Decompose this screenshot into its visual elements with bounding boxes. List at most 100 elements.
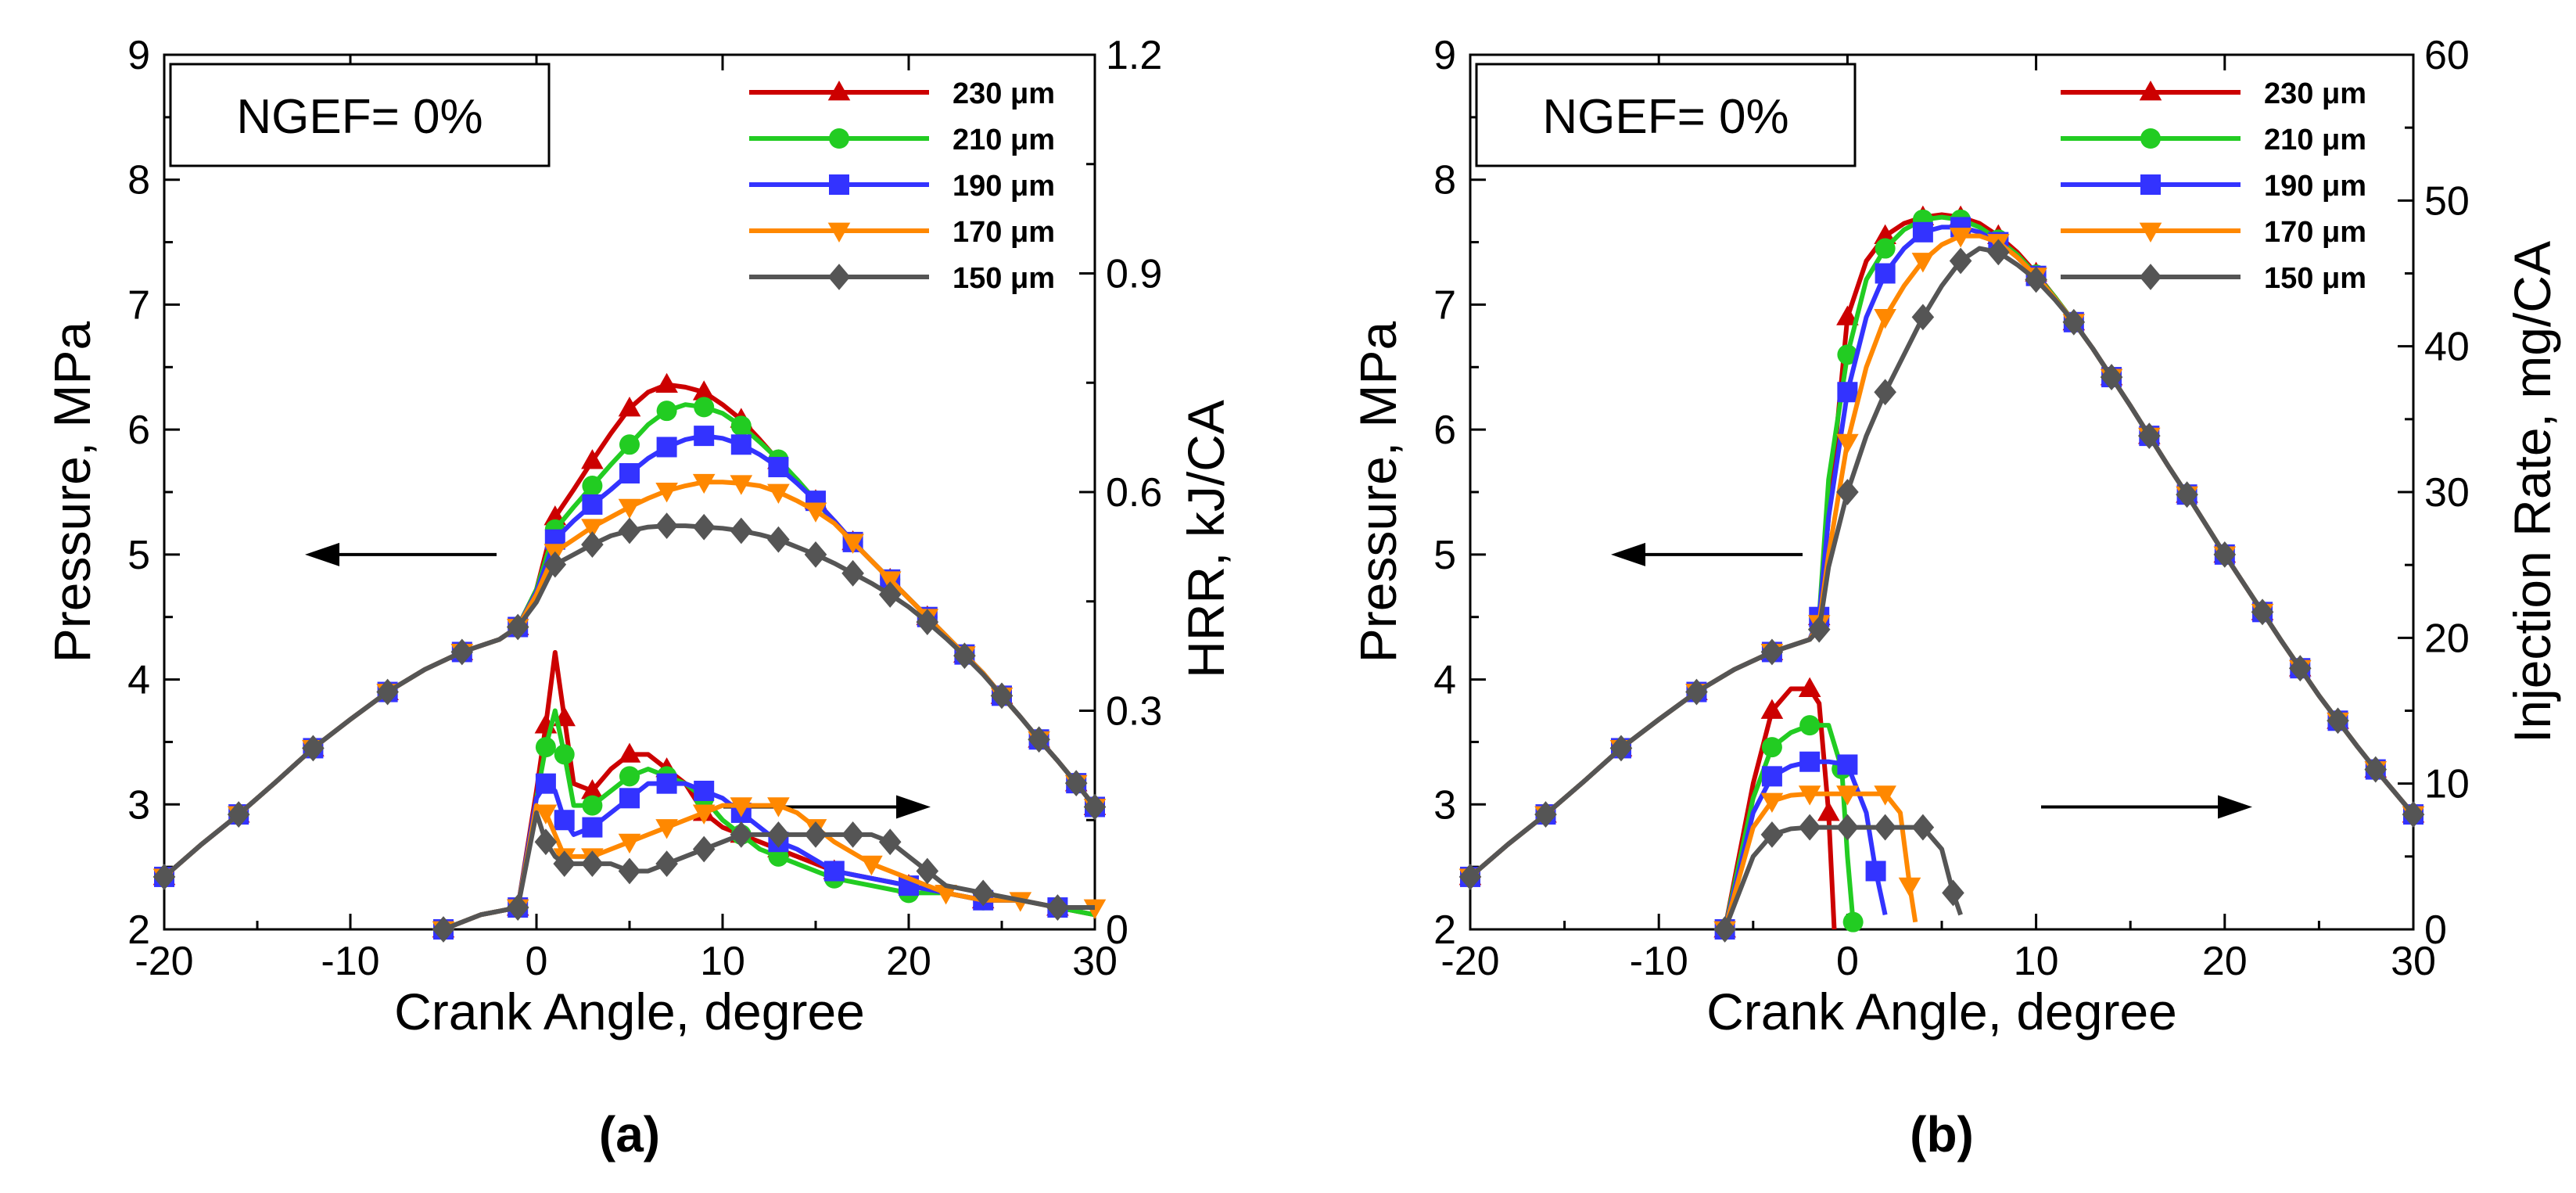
y-tick-label: 2 [1433,907,1456,953]
pressure-point [1685,678,1708,706]
hrr-point [767,821,790,848]
x-tick-label: 20 [2202,939,2248,984]
arrow-left-to-pressure-axis [305,542,497,566]
pressure-point [2025,266,2047,293]
y2-axis-title: HRR, kJ/CA [1177,400,1235,678]
hrr-point [535,737,556,758]
pressure-line [1469,246,2416,879]
y-tick-label: 8 [1433,158,1456,203]
y-tick-label: 6 [1433,408,1456,453]
hrr-point [655,819,678,839]
pressure-point [1836,433,1859,455]
injection-point [1761,766,1782,787]
hrr-point [619,788,640,809]
pressure-point [804,541,827,568]
injection-point [1760,699,1784,719]
hrr-point [823,861,845,882]
pressure-point [619,463,640,484]
series-4 [1458,239,2425,943]
pressure-point [656,437,677,458]
pressure-point [582,476,603,497]
y2-tick-label: 10 [2424,762,2470,807]
hrr-point [916,857,939,885]
x-tick-label: -20 [1440,939,1499,984]
pressure-point [619,434,640,455]
y2-tick-label: 0 [1106,907,1128,953]
pressure-point [1836,479,1859,505]
pressure-point [1949,228,1972,248]
series-3 [1458,228,2425,941]
injection-point [1817,800,1840,821]
injection-point [1836,785,1859,806]
pressure-point [655,512,678,540]
panel-caption: (a) [599,1106,660,1162]
y-tick-label: 3 [1433,782,1456,828]
injection-point [1798,814,1821,841]
hrr-point [656,773,677,794]
pressure-line [1469,214,2416,879]
pressure-point [1534,801,1557,828]
injection-point [1760,821,1784,848]
hrr-point [618,857,641,885]
pressure-point [730,517,753,544]
hrr-point [534,828,558,856]
hrr-point [581,850,604,878]
pressure-point [2176,481,2198,508]
legend-marker [2140,174,2161,195]
pressure-point [2288,655,2312,682]
injection-point [1798,785,1821,806]
y-tick-label: 5 [1433,533,1456,578]
y-tick-label: 6 [127,408,150,453]
injection-point [1874,814,1896,841]
legend-label: 150 μm [2264,262,2366,295]
annotation-box: NGEF= 0% [1475,63,1857,167]
y-tick-label: 3 [127,782,150,828]
pressure-point [730,434,752,455]
pressure-point [655,372,678,393]
pressure-point [1837,344,1858,365]
hrr-point [618,742,641,763]
injection-point [1842,911,1864,932]
pressure-point [1911,253,1935,273]
legend-marker [827,264,851,290]
y2-tick-label: 1.2 [1106,33,1162,78]
hrr-point [618,833,641,854]
pressure-point [376,678,399,706]
pressure-point [1760,638,1784,666]
legend-item: 170 μm [749,216,1055,249]
pressure-point [841,559,864,587]
legend-label: 210 μm [2264,124,2366,156]
pressure-point [1837,382,1858,403]
hrr-point [582,817,603,838]
legend-item: 210 μm [2061,124,2366,156]
pressure-point [1875,263,1896,284]
pressure-point [302,735,325,762]
legend-item: 230 μm [749,77,1055,110]
pressure-point [655,483,678,503]
hrr-point [935,885,957,905]
pressure-point [990,682,1014,710]
x-tick-label: -20 [135,939,193,984]
pressure-point [1028,726,1050,753]
y-tick-label: 7 [1433,282,1456,328]
pressure-point [768,457,789,478]
injection-point [1898,877,1921,898]
pressure-point [804,502,827,523]
legend-label: 190 μm [2264,170,2366,203]
pressure-point [1874,224,1896,244]
pressure-point [2327,707,2349,735]
hrr-point [730,821,753,848]
y2-axis-title: Injection Rate, mg/CA [2503,241,2561,743]
pressure-point [581,449,604,469]
annotation-box: NGEF= 0% [169,63,551,167]
y-tick-label: 8 [127,158,150,203]
x-tick-label: -10 [1630,939,1688,984]
arrow-left-to-pressure-axis [1611,542,1803,566]
x-tick-label: 10 [2014,939,2059,984]
y2-tick-label: 50 [2424,178,2470,224]
pressure-point [581,531,604,558]
x-tick-label: -10 [321,939,379,984]
legend-marker [829,128,849,149]
legend-marker [2140,128,2161,149]
y2-tick-label: 30 [2424,470,2470,516]
